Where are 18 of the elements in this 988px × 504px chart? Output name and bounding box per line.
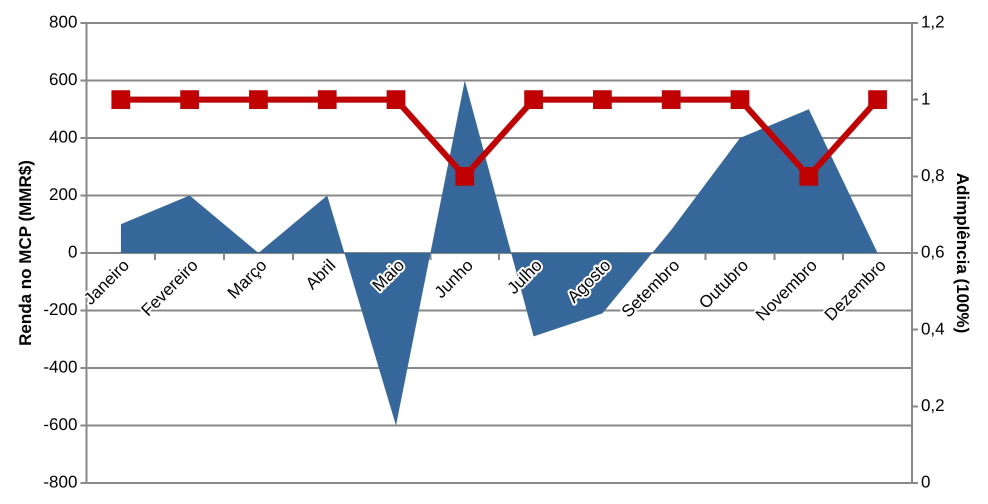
y-tick-label: 800 [49, 12, 78, 32]
y-tick-label: -800 [43, 472, 78, 492]
y2-tick-label: 0,2 [920, 396, 945, 416]
y2-tick-label: 1 [920, 89, 930, 108]
y2-tick-label: 0,6 [920, 242, 945, 262]
y-tick-label: -200 [43, 300, 78, 320]
y-tick-label: -400 [43, 358, 78, 377]
y2-tick-label: 1,2 [920, 12, 945, 32]
y2-tick-label: 0,8 [920, 166, 945, 186]
y-tick-label: 0 [68, 242, 78, 262]
y2-tick-label: 0,4 [920, 319, 945, 338]
y2-tick-label: 0 [920, 472, 930, 492]
y-axis-title: Renda no MCP (MMR$) [16, 160, 35, 346]
y-tick-label: 200 [49, 185, 78, 204]
y-tick-label: 600 [49, 70, 78, 90]
y-tick-label: -600 [43, 415, 78, 434]
y-tick-label: 400 [49, 128, 78, 147]
y2-axis-title: Adimplência (100%) [953, 172, 972, 334]
